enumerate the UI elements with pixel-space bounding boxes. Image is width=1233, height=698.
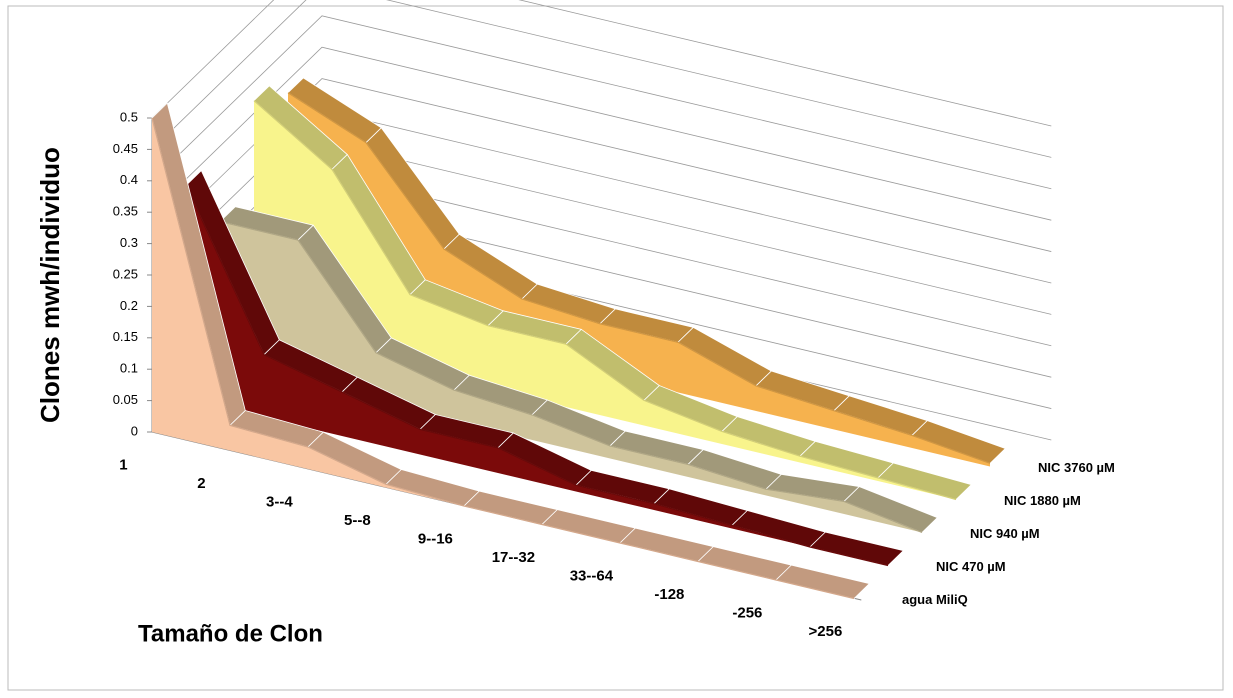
x-tick-label: 5--8 [344, 512, 371, 529]
x-tick-label: 1 [119, 457, 127, 474]
x-tick-label: 33--64 [570, 568, 614, 585]
legend-label: NIC 470 µM [936, 559, 1006, 574]
y-tick-label: 0.1 [120, 361, 138, 376]
legend-label: NIC 1880 µM [1004, 493, 1081, 508]
y-axis-title: Clones mwh/individuo [35, 147, 65, 423]
x-tick-label: -128 [654, 586, 684, 603]
y-tick-label: 0.2 [120, 298, 138, 313]
y-tick-label: 0.45 [113, 141, 138, 156]
x-axis-title: Tamaño de Clon [138, 620, 323, 647]
y-tick-label: 0.35 [113, 204, 138, 219]
legend-label: NIC 3760 µM [1038, 460, 1115, 475]
x-tick-label: >256 [809, 623, 843, 640]
y-tick-label: 0.15 [113, 329, 138, 344]
y-tick-label: 0.25 [113, 266, 138, 281]
legend-label: NIC 940 µM [970, 526, 1040, 541]
x-tick-label: -256 [732, 605, 762, 622]
y-tick-label: 0.4 [120, 172, 138, 187]
y-tick-label: 0.05 [113, 392, 138, 407]
x-tick-label: 3--4 [266, 494, 293, 511]
y-tick-label: 0 [131, 423, 138, 438]
chart: Clones mwh/individuo Tamaño de Clon 0 0.0… [0, 0, 1233, 698]
x-tick-label: 9--16 [418, 531, 453, 548]
y-tick-label: 0.5 [120, 109, 138, 124]
legend-label: agua MiliQ [902, 592, 968, 607]
x-tick-label: 2 [197, 475, 205, 492]
y-tick-label: 0.3 [120, 235, 138, 250]
x-tick-label: 17--32 [492, 549, 535, 566]
